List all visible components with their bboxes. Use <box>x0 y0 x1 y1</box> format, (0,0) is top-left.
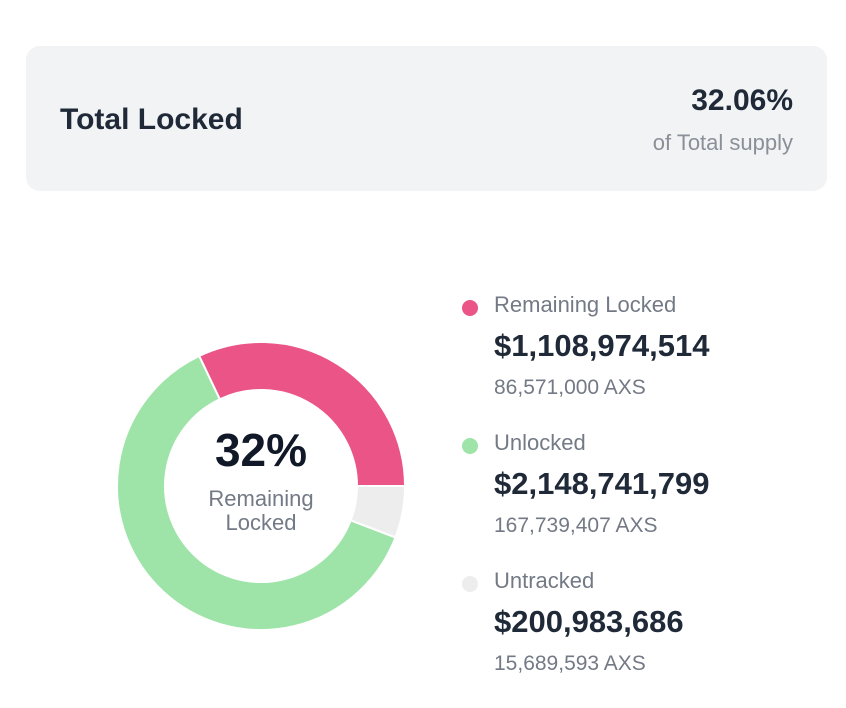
legend-token-amount: 167,739,407 AXS <box>494 514 658 537</box>
legend-item-remaining-locked: Remaining Locked $1,108,974,514 86,571,0… <box>462 292 822 430</box>
donut-chart-svg <box>117 342 405 630</box>
donut-slice-untracked <box>349 485 405 539</box>
legend-dot-untracked <box>462 576 478 592</box>
donut-slice-remaining-locked <box>197 342 405 487</box>
total-locked-title: Total Locked <box>60 103 243 136</box>
legend-dot-remaining-locked <box>462 300 478 316</box>
donut-center: 32% Remaining Locked <box>117 342 405 630</box>
donut-center-percent: 32% <box>214 424 308 476</box>
legend-usd-value: $200,983,686 <box>494 604 684 639</box>
chart-legend: Remaining Locked $1,108,974,514 86,571,0… <box>462 292 822 706</box>
donut-slice-unlocked <box>117 354 397 630</box>
legend-item-untracked: Untracked $200,983,686 15,689,593 AXS <box>462 568 822 706</box>
legend-label: Untracked <box>494 568 595 593</box>
total-supply-caption: of Total supply <box>652 130 793 155</box>
legend-label: Unlocked <box>494 430 586 455</box>
legend-dot-unlocked <box>462 438 478 454</box>
donut-center-label: Remaining Locked <box>208 486 314 535</box>
legend-label: Remaining Locked <box>494 292 677 317</box>
donut-chart: 32% Remaining Locked <box>117 342 405 630</box>
total-locked-percent: 32.06% <box>691 84 793 117</box>
legend-item-unlocked: Unlocked $2,148,741,799 167,739,407 AXS <box>462 430 822 568</box>
total-locked-card: Total Locked 32.06% of Total supply <box>26 46 827 191</box>
legend-usd-value: $1,108,974,514 <box>494 328 710 363</box>
legend-token-amount: 15,689,593 AXS <box>494 652 646 675</box>
legend-token-amount: 86,571,000 AXS <box>494 376 646 399</box>
legend-usd-value: $2,148,741,799 <box>494 466 710 501</box>
